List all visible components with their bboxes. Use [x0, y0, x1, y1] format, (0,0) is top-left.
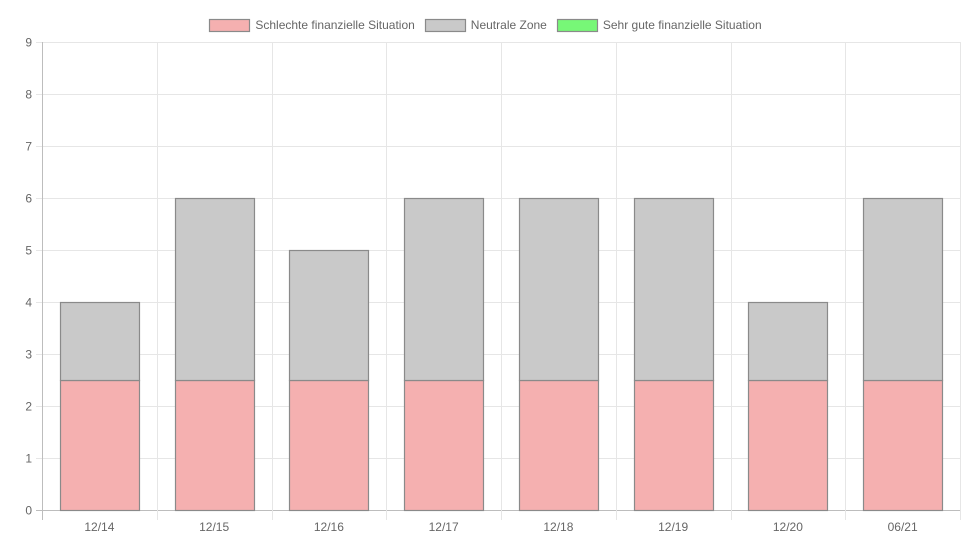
bar-segment-1[interactable] — [59, 379, 141, 512]
bar-segment-2[interactable] — [747, 301, 829, 382]
x-tick-label: 12/17 — [429, 520, 459, 534]
bar-segment-2[interactable] — [862, 197, 944, 382]
y-tick-label: 1 — [25, 452, 32, 466]
bar-segment-2[interactable] — [403, 197, 485, 382]
legend-swatch — [208, 18, 251, 33]
bar-layer — [59, 197, 944, 512]
bar-segment-1[interactable] — [403, 379, 485, 512]
x-tick-label: 12/19 — [658, 520, 688, 534]
y-tick-label: 3 — [25, 348, 32, 362]
x-tick-label: 12/20 — [773, 520, 803, 534]
legend-label: Schlechte finanzielle Situation — [255, 18, 414, 32]
bar-segment-1[interactable] — [747, 379, 829, 512]
bar-segment-2[interactable] — [518, 197, 600, 382]
y-tick-label: 6 — [25, 192, 32, 206]
y-tick-label: 2 — [25, 400, 32, 414]
y-tick-label: 0 — [25, 504, 32, 518]
bar-segment-1[interactable] — [174, 379, 256, 512]
y-tick-label: 8 — [25, 88, 32, 102]
x-tick-label: 12/16 — [314, 520, 344, 534]
legend-swatch — [556, 18, 599, 33]
bar-segment-1[interactable] — [633, 379, 715, 512]
bar-segment-2[interactable] — [633, 197, 715, 382]
legend-label: Sehr gute finanzielle Situation — [603, 18, 762, 32]
x-tick-label: 12/15 — [199, 520, 229, 534]
bar-segment-2[interactable] — [174, 197, 256, 382]
bar-segment-1[interactable] — [518, 379, 600, 512]
bar-segment-2[interactable] — [59, 301, 141, 382]
x-tick-label: 12/18 — [543, 520, 573, 534]
y-tick-label: 9 — [25, 36, 32, 50]
y-tick-label: 5 — [25, 244, 32, 258]
bar-segment-1[interactable] — [862, 379, 944, 512]
legend-swatch — [424, 18, 467, 33]
y-tick-label: 4 — [25, 296, 32, 310]
y-tick-label: 7 — [25, 140, 32, 154]
bar-segment-1[interactable] — [288, 379, 370, 512]
legend-item-2[interactable]: Neutrale Zone — [424, 18, 548, 33]
legend-item-3[interactable]: Sehr gute finanzielle Situation — [556, 18, 762, 33]
bar-segment-2[interactable] — [288, 249, 370, 382]
x-tick-label: 06/21 — [888, 520, 918, 534]
axis-layer: 0 1 2 3 4 5 6 7 8 9 12/14 12/15 12/16 12/17 12/18 12/19… — [25, 36, 918, 535]
legend-label: Neutrale Zone — [471, 18, 547, 32]
legend-item-1[interactable]: Schlechte finanzielle Situation — [208, 18, 415, 33]
x-tick-label: 12/14 — [84, 520, 114, 534]
legend: Schlechte finanzielle Situation Neutrale … — [208, 18, 762, 33]
